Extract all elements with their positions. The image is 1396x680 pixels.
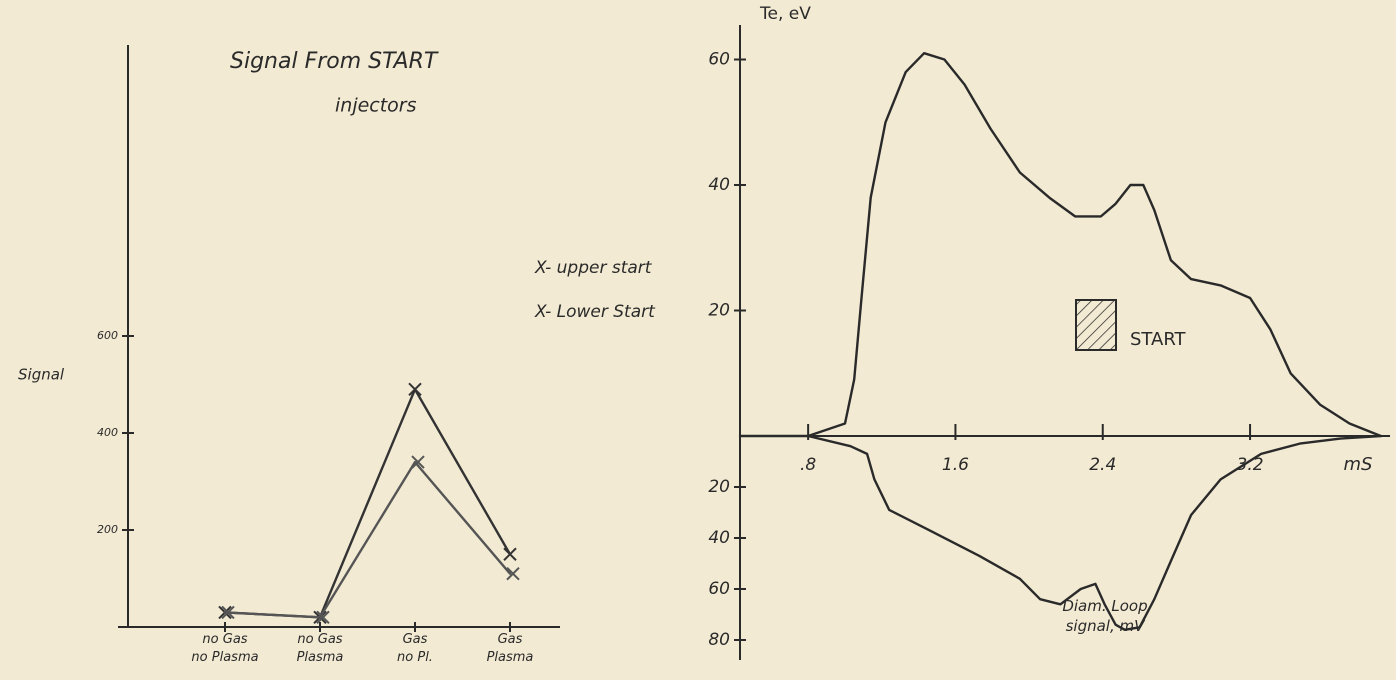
point-marker	[411, 455, 425, 469]
x-axis-label: mS	[1344, 454, 1373, 475]
y-axis-label: Diam. Loop signal, mV	[1062, 597, 1148, 635]
x-tick-label: 3.2	[1237, 455, 1264, 475]
legend-entry: X- upper start	[534, 258, 653, 278]
y-tick-label: 80	[708, 630, 730, 650]
x-tick-label: Gas Plasma	[486, 632, 534, 665]
y-tick-label: 200	[97, 523, 118, 536]
point-marker	[506, 566, 520, 581]
series-line	[223, 388, 512, 619]
x-tick-label: no Gas Plasma	[296, 632, 344, 665]
y-axis-label: Signal	[18, 366, 65, 384]
x-tick-label: .8	[800, 455, 816, 475]
x-tick-label: Gas no Pl.	[397, 632, 433, 665]
point-marker	[503, 547, 517, 561]
start-box-icon	[1075, 299, 1117, 351]
chart-title: Signal From START	[230, 49, 439, 74]
y-tick-label: 40	[708, 528, 730, 548]
y-tick-label: 20	[708, 301, 730, 321]
y-tick-label: 40	[708, 175, 730, 195]
x-tick-label: no Gas no Plasma	[191, 632, 259, 665]
point-marker	[316, 610, 330, 625]
x-tick-label: 2.4	[1089, 455, 1116, 475]
legend-entry: X- Lower Start	[534, 302, 656, 322]
annotation: START	[1130, 329, 1187, 350]
series-line	[806, 434, 1382, 631]
point-marker	[408, 382, 422, 397]
chart-title: Te, eV	[759, 4, 811, 24]
y-tick-label: 60	[708, 579, 730, 599]
y-tick-label: 600	[97, 329, 118, 342]
series-line	[738, 52, 1382, 438]
chart-subtitle: injectors	[335, 95, 417, 117]
y-tick-label: 400	[97, 426, 118, 439]
y-tick-label: 20	[708, 477, 730, 497]
series-line	[223, 460, 512, 619]
x-tick-label: 1.6	[942, 455, 969, 475]
point-marker	[221, 605, 235, 620]
y-tick-label: 60	[708, 50, 730, 70]
